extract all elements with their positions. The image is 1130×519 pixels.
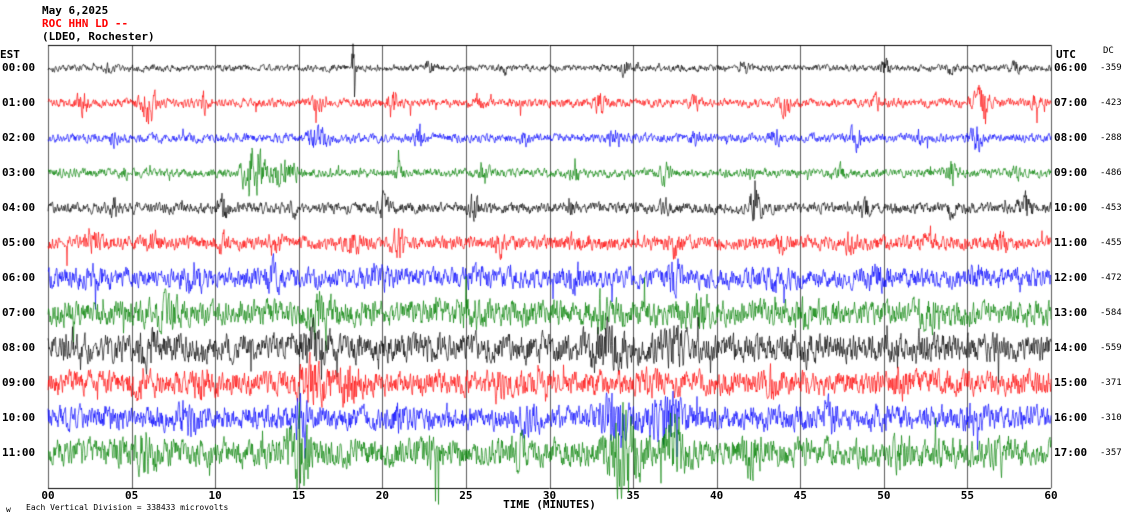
dc-offset-value: -423 [1100,98,1122,108]
date-title: May 6,2025 [42,4,109,17]
scale-footnote: Each Vertical Division = 338433 microvol… [26,503,229,512]
footnote-mark: w [6,505,11,514]
dc-offset-value: -453 [1100,203,1122,213]
utc-hour-label: 09:00 [1054,166,1088,179]
utc-hour-label: 16:00 [1054,411,1088,424]
dc-offset-value: -584 [1100,308,1122,318]
est-hour-label: 02:00 [2,131,36,144]
est-hour-label: 08:00 [2,341,36,354]
utc-hour-label: 14:00 [1054,341,1088,354]
dc-offset-value: -357 [1100,448,1122,458]
dc-offset-value: -559 [1100,343,1122,353]
utc-hour-label: 12:00 [1054,271,1088,284]
dc-column-label: DC [1103,46,1114,56]
utc-hour-label: 07:00 [1054,96,1088,109]
est-hour-label: 05:00 [2,236,36,249]
est-hour-label: 11:00 [2,446,36,459]
utc-hour-label: 08:00 [1054,131,1088,144]
utc-hour-label: 11:00 [1054,236,1088,249]
dc-offset-value: -288 [1100,133,1122,143]
utc-hour-label: 17:00 [1054,446,1088,459]
est-hour-label: 03:00 [2,166,36,179]
utc-hour-label: 15:00 [1054,376,1088,389]
est-hour-label: 07:00 [2,306,36,319]
right-axis-label: UTC [1056,48,1076,61]
est-hour-label: 00:00 [2,61,36,74]
est-hour-label: 06:00 [2,271,36,284]
est-hour-label: 09:00 [2,376,36,389]
station-title: ROC HHN LD -- [42,17,129,30]
network-title: (LDEO, Rochester) [42,30,155,43]
dc-offset-value: -455 [1100,238,1122,248]
est-hour-label: 10:00 [2,411,36,424]
est-hour-label: 04:00 [2,201,36,214]
dc-offset-value: -371 [1100,378,1122,388]
utc-hour-label: 06:00 [1054,61,1088,74]
dc-offset-value: -486 [1100,168,1122,178]
est-hour-label: 01:00 [2,96,36,109]
utc-hour-label: 10:00 [1054,201,1088,214]
utc-hour-label: 13:00 [1054,306,1088,319]
left-axis-label: EST [0,48,20,61]
dc-offset-value: -310 [1100,413,1122,423]
dc-offset-value: -472 [1100,273,1122,283]
dc-offset-value: -359 [1100,63,1122,73]
